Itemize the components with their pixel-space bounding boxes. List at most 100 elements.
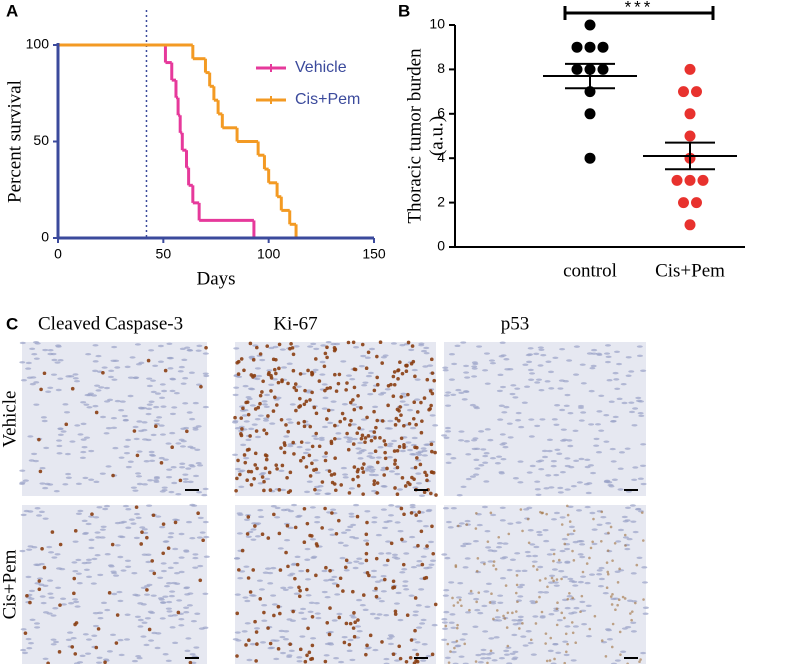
nucleus [603, 480, 610, 484]
stained-cell [410, 475, 414, 480]
nucleus [549, 574, 556, 577]
nucleus [477, 611, 484, 615]
nucleus [244, 599, 251, 603]
nucleus [273, 639, 280, 642]
nucleus [376, 613, 383, 616]
stained-cell [475, 569, 479, 573]
nucleus [82, 633, 89, 636]
stained-cell [185, 429, 189, 434]
stained-cell [422, 576, 427, 581]
nucleus [420, 349, 427, 353]
nucleus [358, 450, 365, 453]
stained-cell [395, 448, 400, 453]
nucleus [471, 375, 478, 378]
stained-cell [402, 512, 406, 517]
nucleus [141, 421, 148, 424]
stained-cell [204, 345, 208, 350]
nucleus [141, 528, 148, 531]
nucleus [630, 572, 637, 575]
nucleus [123, 451, 130, 455]
stained-cell [419, 529, 424, 534]
nucleus [57, 359, 64, 362]
stained-cell [345, 431, 349, 436]
nucleus [270, 594, 277, 597]
stained-cell [402, 423, 406, 428]
nucleus [52, 607, 59, 610]
stained-cell [413, 628, 417, 633]
stained-cell [430, 371, 435, 375]
stained-cell [555, 607, 559, 611]
nucleus [543, 487, 550, 490]
nucleus [380, 590, 387, 593]
nucleus [450, 507, 457, 510]
stained-cell [356, 393, 360, 398]
x-tick-label: control [563, 260, 617, 281]
nucleus [132, 425, 139, 429]
nucleus [45, 390, 52, 393]
nucleus [380, 508, 387, 511]
nucleus [490, 602, 497, 605]
nucleus [472, 437, 479, 440]
stained-cell [474, 527, 478, 530]
stained-cell [301, 455, 306, 460]
nucleus [482, 630, 489, 633]
nucleus [85, 558, 92, 562]
nucleus [564, 625, 571, 628]
nucleus [353, 503, 360, 507]
nucleus [578, 457, 585, 461]
nucleus [450, 650, 457, 654]
stained-cell [266, 414, 270, 418]
stained-cell [111, 473, 115, 478]
nucleus [562, 640, 569, 643]
stained-cell [310, 461, 314, 466]
stained-cell [274, 371, 278, 376]
stained-cell [292, 385, 297, 390]
nucleus [92, 404, 99, 408]
nucleus [345, 374, 352, 377]
nucleus [349, 614, 356, 617]
nucleus [236, 512, 243, 515]
stained-cell [641, 539, 645, 542]
nucleus [65, 638, 72, 642]
nucleus [347, 525, 354, 529]
nucleus [616, 397, 623, 401]
nucleus [362, 608, 369, 612]
nucleus [153, 419, 160, 422]
stained-cell [338, 419, 343, 424]
stained-cell [355, 469, 360, 474]
nucleus [166, 582, 173, 585]
nucleus [346, 438, 353, 441]
stained-cell [393, 462, 397, 466]
nucleus [147, 479, 154, 482]
stained-cell [374, 425, 378, 430]
stained-cell [310, 370, 314, 375]
stained-cell [373, 436, 377, 440]
nucleus [568, 612, 575, 615]
nucleus [386, 444, 393, 448]
stained-cell [382, 439, 387, 443]
nucleus [497, 373, 504, 377]
nucleus [287, 574, 294, 577]
nucleus [371, 520, 378, 524]
nucleus [134, 594, 141, 597]
nucleus [372, 473, 379, 477]
nucleus [371, 516, 378, 519]
nucleus [140, 603, 147, 606]
nucleus [57, 377, 64, 380]
nucleus [585, 634, 592, 638]
stained-cell [453, 646, 456, 650]
nucleus [480, 652, 487, 656]
nucleus [402, 584, 409, 588]
stained-cell [255, 466, 259, 471]
nucleus [111, 571, 118, 575]
stained-cell [565, 650, 568, 654]
nucleus [640, 369, 647, 372]
stained-cell [373, 449, 378, 454]
nucleus [327, 630, 334, 634]
nucleus [534, 480, 541, 483]
stained-cell [261, 379, 265, 384]
nucleus [386, 519, 393, 523]
nucleus [416, 626, 423, 629]
stained-cell [383, 450, 387, 455]
nucleus [566, 359, 573, 362]
